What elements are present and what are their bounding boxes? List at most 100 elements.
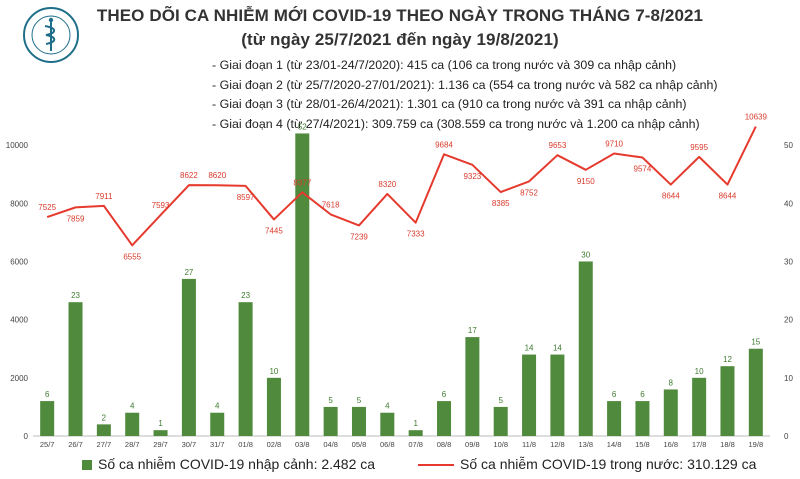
bar-value-label: 27 (184, 268, 193, 277)
line-value-label: 9653 (549, 141, 567, 150)
chart-subtitle: (từ ngày 25/7/2021 đến ngày 19/8/2021) (241, 30, 559, 49)
x-axis-tick-label: 14/8 (607, 440, 622, 449)
bar-imported-cases (437, 401, 452, 436)
bar-imported-cases (295, 133, 310, 437)
bar-imported-cases (238, 302, 253, 436)
bar-value-label: 23 (241, 291, 250, 300)
bar-value-label: 8 (669, 378, 674, 387)
bar-value-label: 5 (328, 396, 333, 405)
bar-value-label: 6 (640, 390, 645, 399)
x-axis-tick-label: 10/8 (493, 440, 508, 449)
line-value-label: 9150 (577, 177, 595, 186)
bar-value-label: 15 (751, 338, 760, 347)
line-value-label: 7445 (265, 226, 283, 235)
left-axis-tick-label: 6000 (10, 257, 28, 266)
bar-value-label: 1 (158, 419, 163, 428)
legend-bar-swatch (82, 460, 92, 471)
right-axis-tick-label: 10 (784, 374, 793, 383)
left-axis-tick-label: 0 (24, 432, 29, 441)
bar-imported-cases (153, 430, 168, 436)
x-axis-tick-label: 06/8 (380, 440, 395, 449)
line-value-label: 8644 (719, 192, 737, 201)
x-axis-tick-label: 18/8 (720, 440, 735, 449)
bar-imported-cases (181, 278, 196, 436)
bar-imported-cases (323, 406, 338, 436)
phase-summary: - Giai đoạn 1 (từ 23/01-24/7/2020): 415 … (212, 56, 718, 134)
bar-imported-cases (522, 354, 537, 436)
x-axis-tick-label: 16/8 (663, 440, 678, 449)
bar-value-label: 4 (385, 402, 390, 411)
right-axis-tick-label: 40 (784, 199, 793, 208)
line-value-label: 7859 (67, 214, 85, 223)
bar-value-label: 4 (130, 402, 135, 411)
legend-line-swatch (418, 464, 454, 467)
x-axis-tick-label: 04/8 (323, 440, 338, 449)
line-value-label: 9323 (463, 172, 481, 181)
x-axis-tick-label: 17/8 (692, 440, 707, 449)
x-axis-tick-label: 19/8 (749, 440, 764, 449)
left-axis-tick-label: 4000 (10, 316, 28, 325)
bar-imported-cases (720, 366, 735, 436)
bar-imported-cases (40, 401, 55, 436)
bar-value-label: 10 (269, 367, 278, 376)
legend-bar-label: Số ca nhiễm COVID-19 nhập cảnh: 2.482 ca (98, 456, 376, 472)
left-axis-tick-label: 10000 (6, 141, 29, 150)
bar-value-label: 23 (71, 291, 80, 300)
phase-2-summary: - Giai đoạn 2 (từ 25/7/2020-27/01/2021):… (212, 77, 718, 92)
bar-value-label: 17 (468, 326, 477, 335)
line-value-label: 7911 (95, 192, 113, 201)
line-value-label: 10639 (745, 113, 768, 122)
x-axis-tick-label: 07/8 (408, 440, 423, 449)
x-axis-tick-label: 26/7 (68, 440, 83, 449)
left-axis-tick-label: 2000 (10, 374, 28, 383)
bar-value-label: 6 (442, 390, 447, 399)
x-axis-tick-label: 31/7 (210, 440, 225, 449)
bar-value-label: 5 (498, 396, 503, 405)
phase-3-summary: - Giai đoạn 3 (từ 28/01-26/4/2021): 1.30… (212, 97, 687, 112)
phase-1-summary: - Giai đoạn 1 (từ 23/01-24/7/2020): 415 … (212, 58, 677, 72)
legend-imported-cases: Số ca nhiễm COVID-19 nhập cảnh: 2.482 ca (82, 456, 375, 472)
bar-imported-cases (748, 348, 763, 436)
line-value-label: 7333 (407, 230, 425, 239)
bar-value-label: 14 (525, 344, 534, 353)
bar-value-label: 52 (298, 122, 307, 131)
bar-value-label: 12 (723, 355, 732, 364)
x-axis-tick-label: 02/8 (267, 440, 282, 449)
right-axis-tick-label: 30 (784, 257, 793, 266)
legend-domestic-cases: Số ca nhiễm COVID-19 trong nước: 310.129… (418, 456, 756, 472)
line-value-label: 8385 (492, 199, 510, 208)
bar-imported-cases (68, 302, 83, 436)
x-axis-tick-label: 11/8 (522, 440, 536, 449)
bar-value-label: 6 (612, 390, 617, 399)
line-value-label: 7593 (152, 201, 170, 210)
bar-imported-cases (465, 337, 480, 436)
x-axis-tick-label: 28/7 (125, 440, 140, 449)
legend-line-label: Số ca nhiễm COVID-19 trong nước: 310.129… (460, 456, 757, 472)
bar-value-label: 30 (581, 250, 590, 259)
line-value-label: 8377 (293, 178, 311, 187)
line-value-label: 8320 (378, 180, 396, 189)
bar-imported-cases (125, 412, 140, 436)
line-value-label: 7239 (350, 232, 368, 241)
bar-value-label: 10 (695, 367, 704, 376)
x-axis-tick-label: 30/7 (182, 440, 197, 449)
bar-imported-cases (607, 401, 622, 436)
chart-title: THEO DÕI CA NHIỄM MỚI COVID-19 THEO NGÀY… (96, 6, 704, 25)
x-axis-tick-label: 25/7 (40, 440, 55, 449)
x-axis-tick-label: 12/8 (550, 440, 565, 449)
bar-value-label: 5 (357, 396, 362, 405)
bar-imported-cases (635, 401, 650, 436)
line-value-label: 8622 (180, 171, 198, 180)
line-domestic-cases (46, 126, 757, 247)
x-axis-tick-label: 01/8 (238, 440, 253, 449)
line-value-label: 9574 (634, 164, 652, 173)
bar-imported-cases (266, 377, 281, 436)
right-axis-tick-label: 50 (784, 141, 793, 150)
line-value-label: 8644 (662, 192, 680, 201)
x-axis-tick-label: 05/8 (352, 440, 367, 449)
x-axis-tick-label: 27/7 (97, 440, 112, 449)
bar-imported-cases (692, 377, 707, 436)
bar-value-label: 14 (553, 344, 562, 353)
x-axis-tick-label: 09/8 (465, 440, 480, 449)
